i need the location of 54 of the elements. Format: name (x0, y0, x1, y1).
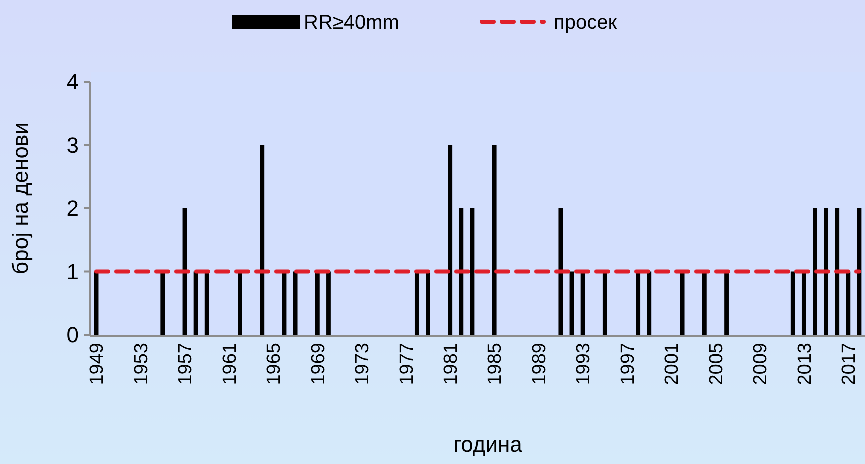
bar (813, 208, 818, 335)
bar (470, 208, 475, 335)
bar (846, 272, 851, 335)
bar (448, 145, 453, 335)
x-tick-label: 1969 (308, 343, 330, 386)
x-tick-label: 1989 (529, 343, 550, 386)
x-tick-label: 1977 (396, 343, 418, 386)
x-tick-label: 1993 (574, 343, 595, 386)
bar (260, 145, 265, 335)
bar (293, 272, 298, 335)
bar (824, 208, 828, 335)
bar (315, 272, 320, 335)
bar (790, 272, 796, 335)
x-tick-label: 2017 (839, 343, 860, 386)
x-tick-label: 2013 (794, 343, 816, 386)
x-tick-label: 1973 (352, 343, 374, 386)
x-tick-label: 1997 (618, 343, 639, 386)
y-axis-title: број на денови (8, 122, 33, 275)
bar (570, 272, 574, 335)
x-tick-label: 2009 (750, 343, 772, 386)
x-tick-label: 1985 (485, 343, 506, 386)
x-axis-title: година (454, 432, 524, 457)
bar (492, 145, 497, 335)
x-tick-label: 1981 (441, 343, 462, 386)
bar (558, 208, 564, 335)
x-tick-label: 1961 (220, 343, 241, 386)
bar (238, 272, 242, 335)
legend-label: RR≥40mm (304, 12, 400, 34)
bar (160, 272, 166, 335)
bar (724, 272, 729, 335)
bar (636, 272, 641, 335)
y-tick-label: 3 (66, 132, 79, 158)
legend-label: просек (554, 12, 618, 34)
bar (647, 272, 652, 335)
y-tick-label: 0 (66, 322, 79, 348)
bar (204, 272, 210, 335)
bar (835, 208, 840, 335)
y-tick-label: 2 (66, 196, 79, 222)
bar (459, 208, 464, 335)
bar (702, 272, 707, 335)
bar (414, 272, 420, 335)
bar (426, 272, 430, 335)
x-tick-label: 2005 (706, 343, 728, 386)
x-tick-label: 1965 (264, 343, 286, 386)
bar (602, 272, 608, 335)
x-tick-label: 1953 (131, 343, 152, 386)
bar (802, 272, 806, 335)
x-tick-label: 2001 (662, 343, 684, 386)
bar (680, 272, 685, 335)
x-tick-label: 1957 (176, 343, 197, 386)
bar (326, 272, 331, 335)
y-tick-label: 1 (66, 259, 79, 284)
y-tick-label: 4 (66, 70, 79, 95)
x-tick-label: 1949 (87, 343, 108, 386)
